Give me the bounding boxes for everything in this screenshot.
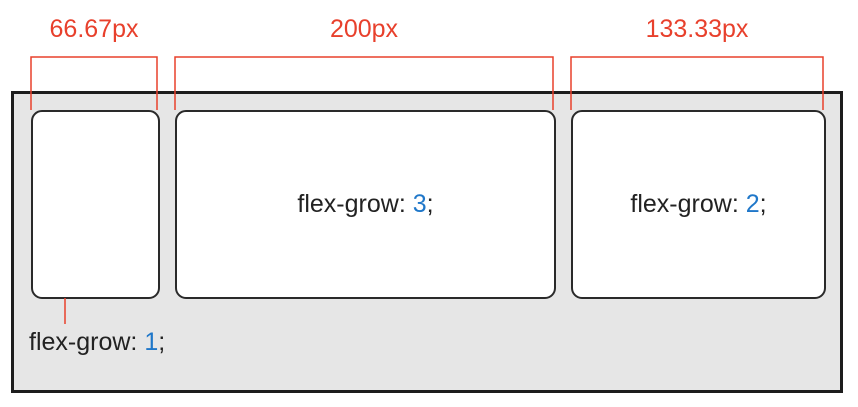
semicolon: ; bbox=[158, 328, 166, 356]
flex-item-2-label: flex-grow: 3; bbox=[297, 190, 433, 219]
measurement-label-item1: 66.67px bbox=[49, 15, 139, 43]
flex-item-1 bbox=[31, 110, 160, 299]
measurement-label-item2: 200px bbox=[329, 15, 399, 43]
flex-item-3-label: flex-grow: 2; bbox=[630, 190, 766, 219]
measurement-label-item3: 133.33px bbox=[645, 15, 749, 43]
flex-container: flex-grow: 3; flex-grow: 2; bbox=[11, 91, 843, 393]
flex-grow-value: 1 bbox=[144, 328, 159, 356]
flex-grow-value: 3 bbox=[412, 190, 427, 218]
flex-grow-property: flex-grow: bbox=[630, 190, 746, 218]
flex-item-2: flex-grow: 3; bbox=[175, 110, 556, 299]
semicolon: ; bbox=[426, 190, 434, 218]
flex-grow-value: 2 bbox=[745, 190, 760, 218]
semicolon: ; bbox=[759, 190, 767, 218]
flex-item-1-caption: flex-grow: 1; bbox=[29, 328, 165, 357]
flex-item-3: flex-grow: 2; bbox=[571, 110, 826, 299]
flex-grow-property: flex-grow: bbox=[29, 328, 145, 356]
flex-grow-property: flex-grow: bbox=[297, 190, 413, 218]
